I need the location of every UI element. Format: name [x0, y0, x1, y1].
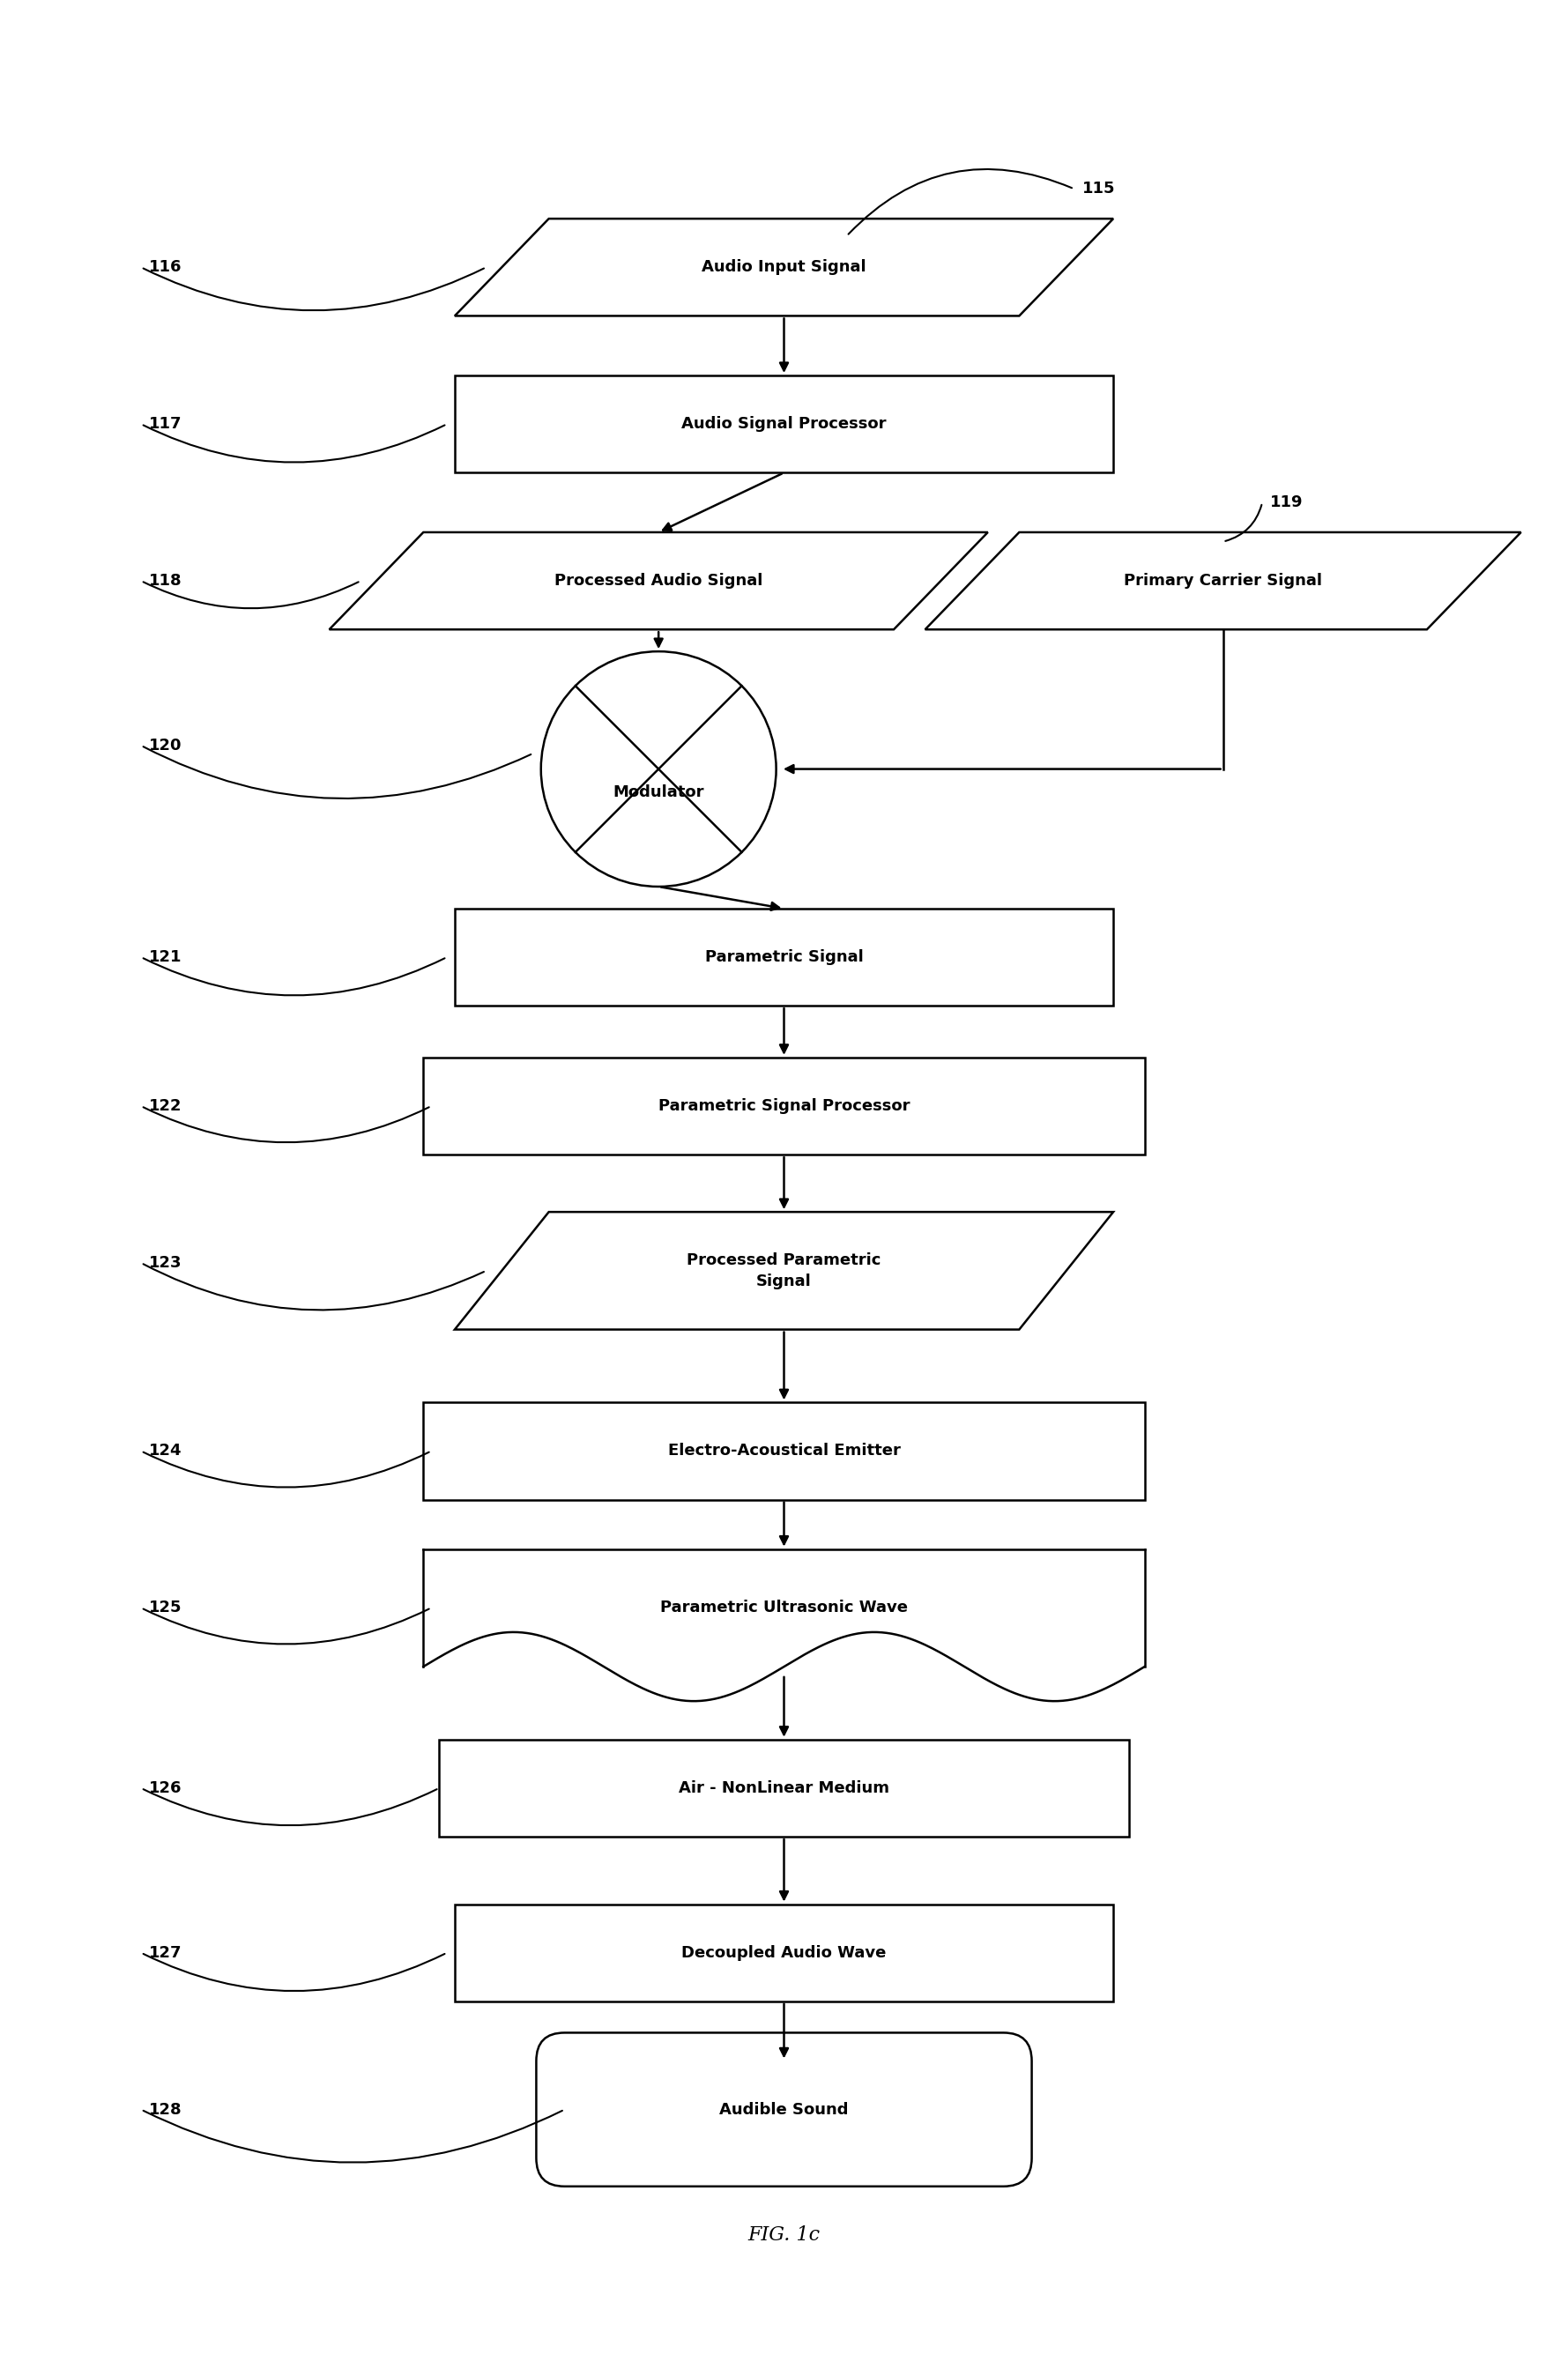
Text: 125: 125: [149, 1599, 182, 1616]
FancyBboxPatch shape: [439, 1739, 1129, 1836]
Text: 120: 120: [149, 737, 182, 753]
FancyBboxPatch shape: [536, 2033, 1032, 2187]
Polygon shape: [423, 1549, 1145, 1651]
Text: Modulator: Modulator: [613, 784, 704, 801]
Text: Audible Sound: Audible Sound: [720, 2101, 848, 2118]
Text: 126: 126: [149, 1779, 182, 1796]
Text: Primary Carrier Signal: Primary Carrier Signal: [1124, 573, 1322, 590]
Text: 119: 119: [1270, 495, 1303, 509]
Text: Parametric Signal Processor: Parametric Signal Processor: [659, 1099, 909, 1113]
Text: 117: 117: [149, 417, 182, 431]
Polygon shape: [925, 533, 1521, 630]
Text: 116: 116: [149, 258, 182, 275]
Circle shape: [541, 651, 776, 886]
Text: 115: 115: [1082, 180, 1115, 197]
Text: 124: 124: [149, 1443, 182, 1459]
Polygon shape: [329, 533, 988, 630]
FancyBboxPatch shape: [455, 1905, 1113, 2002]
Polygon shape: [455, 1213, 1113, 1329]
Text: 122: 122: [149, 1099, 182, 1113]
Text: Decoupled Audio Wave: Decoupled Audio Wave: [682, 1945, 886, 1962]
Text: Electro-Acoustical Emitter: Electro-Acoustical Emitter: [668, 1443, 900, 1459]
FancyBboxPatch shape: [423, 1402, 1145, 1500]
Text: Parametric Ultrasonic Wave: Parametric Ultrasonic Wave: [660, 1599, 908, 1616]
FancyBboxPatch shape: [455, 910, 1113, 1007]
FancyBboxPatch shape: [423, 1057, 1145, 1154]
Text: Parametric Signal: Parametric Signal: [704, 950, 864, 964]
Text: Audio Input Signal: Audio Input Signal: [702, 258, 866, 275]
Text: FIG. 1c: FIG. 1c: [748, 2224, 820, 2246]
Polygon shape: [455, 218, 1113, 315]
Text: 121: 121: [149, 950, 182, 964]
Text: 127: 127: [149, 1945, 182, 1962]
FancyBboxPatch shape: [455, 374, 1113, 474]
Text: Processed Parametric
Signal: Processed Parametric Signal: [687, 1253, 881, 1289]
Text: 123: 123: [149, 1256, 182, 1270]
Text: 118: 118: [149, 573, 182, 590]
Text: Audio Signal Processor: Audio Signal Processor: [682, 417, 886, 431]
Text: Processed Audio Signal: Processed Audio Signal: [555, 573, 762, 590]
Text: 128: 128: [149, 2101, 182, 2118]
Text: Air - NonLinear Medium: Air - NonLinear Medium: [679, 1779, 889, 1796]
